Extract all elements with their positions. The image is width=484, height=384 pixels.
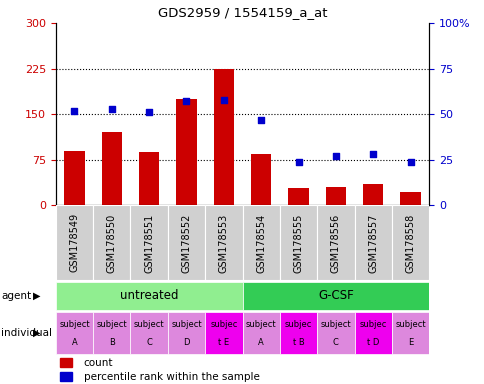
Text: GSM178555: GSM178555: [293, 213, 303, 273]
FancyBboxPatch shape: [56, 205, 93, 280]
Text: E: E: [407, 338, 412, 348]
Text: C: C: [146, 338, 152, 348]
Text: agent: agent: [1, 291, 31, 301]
FancyBboxPatch shape: [242, 312, 279, 354]
Point: [294, 159, 302, 165]
FancyBboxPatch shape: [317, 205, 354, 280]
Text: GSM178552: GSM178552: [181, 213, 191, 273]
FancyBboxPatch shape: [391, 205, 428, 280]
FancyBboxPatch shape: [205, 312, 242, 354]
Text: GSM178554: GSM178554: [256, 213, 266, 273]
Text: A: A: [258, 338, 263, 348]
Title: GDS2959 / 1554159_a_at: GDS2959 / 1554159_a_at: [157, 6, 327, 19]
FancyBboxPatch shape: [56, 312, 93, 354]
Text: GSM178558: GSM178558: [405, 213, 415, 273]
Text: subject: subject: [134, 320, 164, 329]
Text: subjec: subjec: [359, 320, 386, 329]
Bar: [325, 187, 346, 205]
FancyBboxPatch shape: [130, 312, 167, 354]
Point: [406, 159, 413, 165]
FancyBboxPatch shape: [242, 205, 279, 280]
Text: individual: individual: [1, 328, 52, 338]
Text: subject: subject: [320, 320, 350, 329]
Bar: [60, 358, 72, 367]
Text: GSM178551: GSM178551: [144, 213, 154, 273]
Bar: [176, 99, 197, 205]
FancyBboxPatch shape: [205, 205, 242, 280]
Text: subject: subject: [245, 320, 276, 329]
Text: ▶: ▶: [33, 291, 40, 301]
Point: [107, 106, 115, 112]
Text: B: B: [108, 338, 115, 348]
Text: A: A: [72, 338, 77, 348]
Text: G-CSF: G-CSF: [318, 289, 353, 302]
Point: [331, 153, 339, 159]
Text: subjec: subjec: [284, 320, 312, 329]
Text: subject: subject: [171, 320, 201, 329]
FancyBboxPatch shape: [93, 312, 130, 354]
Bar: [399, 192, 420, 205]
FancyBboxPatch shape: [279, 205, 317, 280]
Text: subject: subject: [394, 320, 425, 329]
Bar: [138, 152, 159, 205]
FancyBboxPatch shape: [56, 282, 242, 310]
Text: percentile rank within the sample: percentile rank within the sample: [84, 371, 259, 382]
FancyBboxPatch shape: [391, 312, 428, 354]
FancyBboxPatch shape: [167, 205, 205, 280]
Bar: [213, 69, 234, 205]
FancyBboxPatch shape: [317, 312, 354, 354]
Text: t D: t D: [366, 338, 378, 348]
Point: [145, 109, 153, 116]
Text: count: count: [84, 358, 113, 368]
Text: GSM178550: GSM178550: [106, 213, 117, 273]
Bar: [250, 154, 271, 205]
Text: GSM178557: GSM178557: [367, 213, 378, 273]
FancyBboxPatch shape: [93, 205, 130, 280]
FancyBboxPatch shape: [354, 205, 391, 280]
Text: subject: subject: [96, 320, 127, 329]
Text: GSM178553: GSM178553: [218, 213, 228, 273]
Point: [71, 108, 78, 114]
Text: ▶: ▶: [33, 328, 40, 338]
Text: t E: t E: [218, 338, 229, 348]
Bar: [60, 372, 72, 381]
FancyBboxPatch shape: [354, 312, 391, 354]
FancyBboxPatch shape: [167, 312, 205, 354]
Bar: [64, 151, 85, 205]
Text: t B: t B: [292, 338, 304, 348]
Text: D: D: [183, 338, 189, 348]
Text: subject: subject: [59, 320, 90, 329]
Text: subjec: subjec: [210, 320, 237, 329]
Bar: [287, 189, 308, 205]
Bar: [101, 132, 122, 205]
Text: untreated: untreated: [120, 289, 178, 302]
FancyBboxPatch shape: [130, 205, 167, 280]
Bar: [362, 184, 383, 205]
Point: [182, 98, 190, 104]
Point: [257, 117, 265, 123]
Point: [369, 151, 377, 157]
Text: GSM178556: GSM178556: [330, 213, 340, 273]
Point: [219, 97, 227, 103]
FancyBboxPatch shape: [242, 282, 428, 310]
Text: C: C: [332, 338, 338, 348]
FancyBboxPatch shape: [279, 312, 317, 354]
Text: GSM178549: GSM178549: [69, 214, 79, 272]
